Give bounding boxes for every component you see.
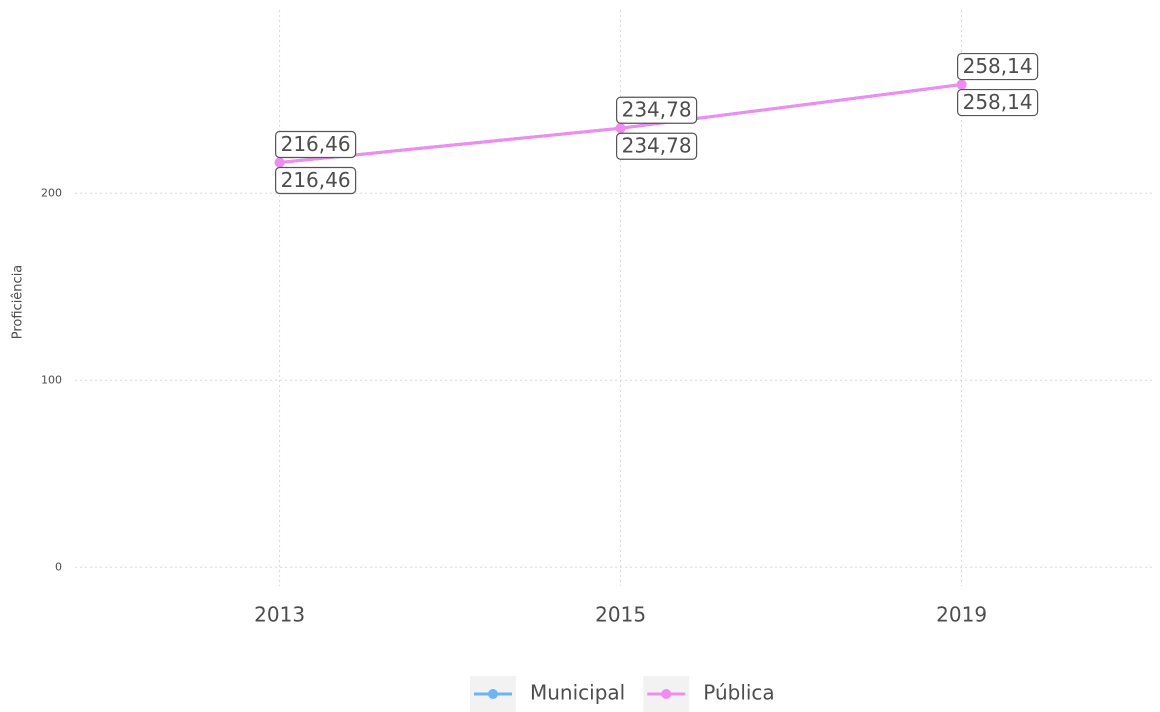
data-label-text: 216,46: [281, 132, 351, 156]
data-label-text: 234,78: [622, 134, 692, 158]
data-label: 216,46: [275, 166, 357, 195]
point: [956, 79, 967, 90]
data-label-text: 258,14: [963, 54, 1033, 78]
data-label-box: [957, 52, 1039, 81]
data-label-text: 258,14: [963, 90, 1033, 114]
data-label-box: [957, 88, 1039, 117]
point: [274, 157, 285, 168]
data-label-text: 216,46: [281, 168, 351, 192]
x-tick-label: 2013: [254, 603, 305, 627]
y-axis-title: Proficiência: [11, 265, 26, 340]
legend-label: Municipal: [530, 681, 625, 705]
legend-dot: [488, 689, 498, 699]
data-label-text: 234,78: [622, 98, 692, 122]
data-label-box: [275, 166, 357, 195]
y-tick-label: 200: [41, 186, 62, 199]
data-label: 234,78: [616, 132, 698, 160]
data-label: 258,14: [957, 88, 1039, 117]
legend-dot: [661, 689, 672, 699]
y-tick-label: 0: [55, 560, 62, 573]
x-tick-label: 2019: [936, 603, 987, 627]
y-tick-label: 100: [41, 373, 62, 386]
x-tick-label: 2015: [595, 603, 646, 627]
data-label-box: [275, 130, 357, 159]
data-label-box: [616, 96, 698, 124]
data-label-box: [616, 132, 698, 160]
data-label: 216,46: [275, 130, 357, 159]
legend-label: Pública: [703, 681, 774, 705]
data-label: 234,78: [616, 96, 698, 124]
data-label: 258,14: [957, 52, 1039, 81]
point: [615, 123, 626, 134]
